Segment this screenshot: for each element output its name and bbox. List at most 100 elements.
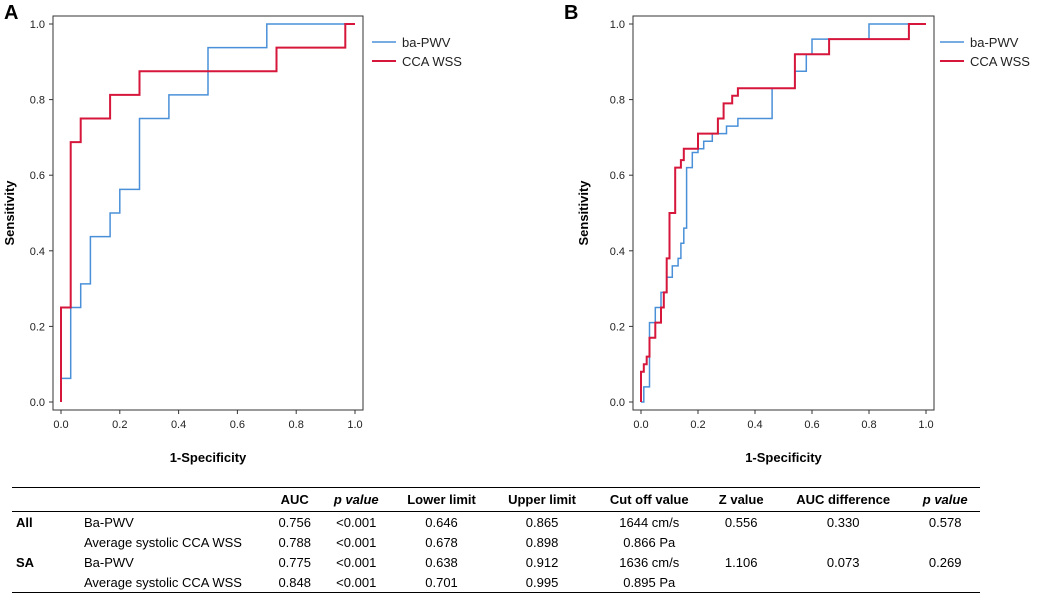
table-cell: 0.269 [928,554,962,570]
x-axis-title: 1-Specificity [170,450,247,465]
x-tick-label: 0.4 [171,419,186,431]
table-header-cell [80,487,268,512]
table-cell: 0.995 [492,572,593,593]
y-tick-label: 0.0 [30,397,45,409]
table-cell: <0.001 [336,554,377,570]
table-cell: 0.578 [928,514,962,530]
table-header-p-value: p value [321,487,392,512]
y-tick-label: 1.0 [610,19,625,31]
y-tick-label: 0.2 [610,321,625,333]
legend-label: CCA WSS [402,54,462,69]
table-row: Average systolic CCA WSS 0.788 <0.001 0.… [12,532,980,552]
roc-chart-a: 0.0 0.2 0.4 0.6 0.8 1.0 0.0 0.2 0.4 0.6 0.8 1.0 1-Sp… [2,15,462,465]
panel-label-a: A [4,2,19,24]
plot-frame [52,15,364,411]
table-cell [706,532,776,552]
table-cell: 0.865 [525,514,559,530]
table-cell: 0.788 [278,534,311,550]
table-cell: 0.646 [425,514,458,530]
legend-label: ba-PWV [970,35,1019,50]
table-cell: 1.106 [724,554,758,570]
y-tick-label: 0.6 [610,170,625,182]
table-cell: 0.756 [278,514,311,530]
table-cell [776,572,911,593]
x-tick-label: 0.4 [747,419,762,431]
x-tick-label: 0.6 [804,419,819,431]
x-tick-label: 0.2 [690,419,705,431]
table-row: All Ba-PWV 0.756 <0.001 0.646 0.865 1644… [12,512,980,533]
table-row: Average systolic CCA WSS 0.848 <0.001 0.… [12,572,980,593]
table-cell: SA [16,554,35,570]
table-cell: Ba-PWV [84,514,134,530]
table-header-z-value: Z value [706,487,776,512]
table-cell: 0.898 [525,534,559,550]
table-cell: 0.330 [826,514,860,530]
table-cell: Average systolic CCA WSS [80,572,268,593]
table-cell: 0.073 [826,554,860,570]
table-header-p-value-2: p value [910,487,980,512]
table-cell [910,572,980,593]
x-tick-label: 1.0 [918,419,933,431]
roc-panel-b: B 0.0 0.2 0.4 0.6 0.8 1.0 0.0 0.2 0.4 0.6 0.8 1.0 1-… [560,0,1053,480]
table-row: SA Ba-PWV 0.775 <0.001 0.638 0.912 1636 … [12,552,980,572]
y-tick-label: 0.2 [30,321,45,333]
table-cell: 0.866 Pa [623,534,676,550]
x-tick-label: 0.8 [289,419,304,431]
x-tick-label: 0.6 [230,419,245,431]
table-cell: 0.848 [268,572,322,593]
legend-label: CCA WSS [970,54,1030,69]
table-cell: 0.638 [425,554,458,570]
table-cell: 0.701 [391,572,493,593]
y-tick-label: 0.8 [30,95,45,107]
roc-curve-ba-pwv [641,23,926,403]
y-tick-label: 0.8 [610,95,625,107]
y-tick-label: 0.4 [30,246,45,258]
x-tick-label: 1.0 [347,419,362,431]
table-header-auc: AUC [268,487,322,512]
y-axis-title: Sensitivity [2,180,17,246]
table-cell [776,532,910,552]
table-cell: 0.678 [425,534,458,550]
roc-curve-ba-pwv [60,23,355,402]
table-header-lower-limit: Lower limit [391,487,493,512]
table-cell: 0.556 [724,514,758,530]
table-header-upper-limit: Upper limit [492,487,593,512]
table-cell: 0.912 [525,554,559,570]
y-axis-title: Sensitivity [576,180,591,246]
table-header-row: AUC p value Lower limit Upper limit Cut … [12,487,980,512]
y-tick-label: 1.0 [30,19,45,31]
roc-curve-cca-wss [640,23,926,402]
legend-label: ba-PWV [402,35,451,50]
table-cell: <0.001 [336,534,377,550]
x-tick-label: 0.8 [861,419,876,431]
table-cell: Average systolic CCA WSS [84,534,242,550]
roc-chart-b: 0.0 0.2 0.4 0.6 0.8 1.0 0.0 0.2 0.4 0.6 0.8 1.0 1-Sp… [576,15,1030,465]
table-cell [706,572,776,593]
table-cell: All [16,514,33,530]
roc-curve-cca-wss [60,23,355,402]
x-tick-label: 0.0 [53,419,68,431]
table-header-cell [12,487,80,512]
roc-statistics-table: AUC p value Lower limit Upper limit Cut … [12,487,980,593]
table-header-cut-off: Cut off value [592,487,707,512]
table-cell: Ba-PWV [84,554,134,570]
y-tick-label: 0.6 [30,170,45,182]
table-cell: 0.775 [278,554,311,570]
panel-label-b: B [564,2,579,24]
table-cell [910,532,980,552]
table-cell: <0.001 [336,514,377,530]
x-axis-title: 1-Specificity [745,450,822,465]
table-cell: 1636 cm/s [619,554,680,570]
x-tick-label: 0.0 [633,419,648,431]
x-tick-label: 0.2 [112,419,127,431]
table-header-auc-difference: AUC difference [776,487,911,512]
y-tick-label: 0.4 [610,246,625,258]
table-cell: <0.001 [321,572,392,593]
table-cell [12,572,80,593]
y-tick-label: 0.0 [610,397,625,409]
table-cell: 1644 cm/s [619,514,680,530]
roc-panel-a: A 0.0 0.2 0.4 0.6 0.8 1.0 0.0 0.2 0.4 0.6 0.8 1.0 1-… [0,0,520,480]
plot-frame [632,15,935,411]
table-cell [12,532,80,552]
table-cell: 0.895 Pa [592,572,707,593]
